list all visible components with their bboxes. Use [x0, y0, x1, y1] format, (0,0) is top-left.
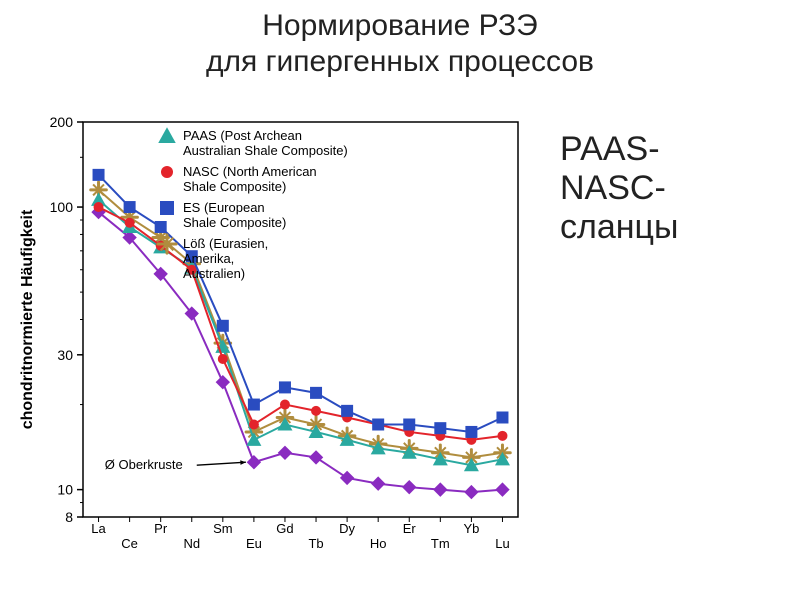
x-tick-label: Pr — [154, 521, 168, 536]
x-tick-label: Ce — [121, 536, 138, 551]
annotation-oberkruste: Ø Oberkruste — [105, 457, 183, 472]
x-tick-label: Yb — [463, 521, 479, 536]
x-tick-label: Dy — [339, 521, 355, 536]
x-tick-label: Sm — [213, 521, 233, 536]
legend-label: Australian Shale Composite) — [183, 143, 348, 158]
x-tick-label: Eu — [246, 536, 262, 551]
legend-label: NASC (North American — [183, 164, 317, 179]
slide-title: Нормирование РЗЭ для гипергенных процесс… — [0, 8, 800, 80]
side-text-1: PAAS- — [560, 130, 790, 169]
legend-label: Amerika, — [183, 251, 234, 266]
y-tick-label: 100 — [50, 199, 74, 215]
y-tick-label: 10 — [57, 482, 73, 498]
side-text-3: сланцы — [560, 208, 790, 247]
x-tick-label: Er — [403, 521, 417, 536]
x-tick-label: Gd — [276, 521, 293, 536]
legend-label: Shale Composite) — [183, 179, 286, 194]
x-tick-label: Ho — [370, 536, 387, 551]
y-tick-label: 8 — [65, 509, 73, 525]
x-tick-label: Lu — [495, 536, 509, 551]
title-line-2: для гипергенных процессов — [206, 45, 594, 78]
y-axis-label: chondritnormierte Häufigkeit — [19, 209, 36, 429]
y-tick-label: 30 — [57, 347, 73, 363]
x-tick-label: Tm — [431, 536, 450, 551]
ree-chart: 8 10 30 100 200 chondritnormierte Häufigkeit L… — [8, 100, 538, 570]
legend-label: ES (European — [183, 200, 265, 215]
legend-label: Australien) — [183, 266, 245, 281]
x-tick-label: Tb — [308, 536, 323, 551]
legend-label: PAAS (Post Archean — [183, 128, 302, 143]
y-tick-label: 200 — [50, 114, 74, 130]
side-text: PAAS- NASC- сланцы — [560, 130, 790, 247]
x-tick-label: Nd — [183, 536, 200, 551]
legend-label: Löß (Eurasien, — [183, 236, 268, 251]
legend-label: Shale Composite) — [183, 215, 286, 230]
title-line-1: Нормирование РЗЭ — [262, 9, 537, 42]
side-text-2: NASC- — [560, 169, 790, 208]
x-tick-label: La — [91, 521, 106, 536]
